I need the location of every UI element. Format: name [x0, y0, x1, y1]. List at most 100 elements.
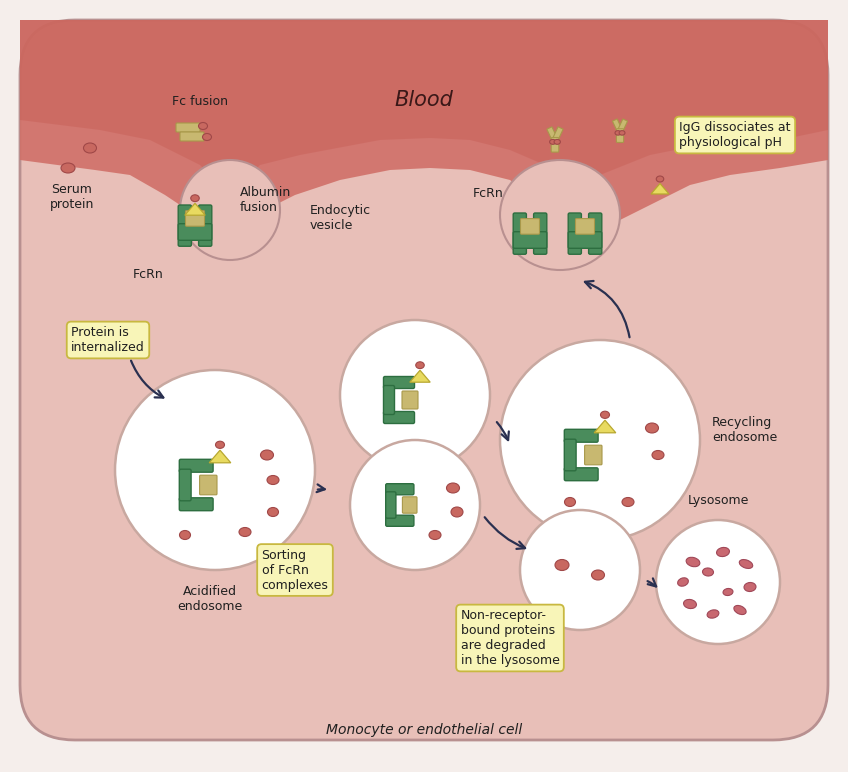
FancyBboxPatch shape: [180, 132, 204, 141]
FancyBboxPatch shape: [513, 213, 527, 254]
FancyBboxPatch shape: [198, 205, 212, 246]
FancyBboxPatch shape: [568, 232, 602, 249]
Ellipse shape: [555, 560, 569, 571]
FancyBboxPatch shape: [513, 232, 547, 249]
Polygon shape: [410, 371, 430, 382]
FancyBboxPatch shape: [383, 377, 415, 388]
Ellipse shape: [267, 476, 279, 485]
Circle shape: [520, 510, 640, 630]
Ellipse shape: [550, 140, 556, 144]
Ellipse shape: [565, 497, 576, 506]
Ellipse shape: [198, 123, 208, 130]
FancyBboxPatch shape: [186, 211, 204, 226]
Ellipse shape: [260, 450, 274, 460]
Ellipse shape: [180, 530, 191, 540]
FancyBboxPatch shape: [386, 492, 396, 518]
Ellipse shape: [619, 130, 625, 135]
FancyBboxPatch shape: [199, 476, 217, 495]
Ellipse shape: [592, 570, 605, 580]
FancyBboxPatch shape: [176, 123, 200, 132]
FancyBboxPatch shape: [178, 205, 192, 246]
Ellipse shape: [707, 610, 719, 618]
FancyBboxPatch shape: [576, 218, 594, 234]
FancyBboxPatch shape: [584, 445, 602, 465]
Ellipse shape: [739, 560, 753, 568]
Ellipse shape: [554, 140, 561, 144]
FancyBboxPatch shape: [386, 515, 414, 527]
FancyBboxPatch shape: [533, 213, 547, 254]
Text: Fc fusion: Fc fusion: [172, 95, 228, 108]
Polygon shape: [185, 203, 205, 215]
Text: Protein is
internalized: Protein is internalized: [71, 326, 145, 354]
Ellipse shape: [447, 483, 460, 493]
Text: Albumin
fusion: Albumin fusion: [240, 186, 291, 214]
FancyBboxPatch shape: [589, 213, 602, 254]
Ellipse shape: [717, 547, 729, 557]
Text: Lysosome: Lysosome: [688, 494, 749, 507]
Polygon shape: [209, 450, 231, 462]
FancyBboxPatch shape: [20, 20, 828, 740]
Text: FcRn: FcRn: [472, 187, 504, 200]
Polygon shape: [651, 184, 669, 194]
Circle shape: [115, 370, 315, 570]
FancyBboxPatch shape: [386, 484, 414, 495]
Ellipse shape: [239, 527, 251, 537]
Ellipse shape: [678, 577, 689, 586]
Ellipse shape: [61, 163, 75, 173]
FancyBboxPatch shape: [383, 411, 415, 424]
Ellipse shape: [600, 411, 610, 418]
Ellipse shape: [203, 134, 211, 141]
Polygon shape: [20, 20, 828, 245]
Ellipse shape: [734, 605, 746, 615]
FancyBboxPatch shape: [616, 129, 623, 143]
Ellipse shape: [656, 176, 664, 182]
FancyBboxPatch shape: [179, 498, 213, 511]
FancyBboxPatch shape: [551, 137, 559, 152]
Polygon shape: [552, 127, 563, 142]
FancyBboxPatch shape: [564, 429, 598, 442]
FancyBboxPatch shape: [564, 468, 598, 481]
Text: IgG dissociates at
physiological pH: IgG dissociates at physiological pH: [679, 121, 790, 149]
Text: Monocyte or endothelial cell: Monocyte or endothelial cell: [326, 723, 522, 737]
Ellipse shape: [500, 160, 620, 270]
Polygon shape: [547, 127, 558, 142]
FancyBboxPatch shape: [402, 391, 418, 409]
Ellipse shape: [267, 507, 278, 516]
FancyBboxPatch shape: [568, 213, 582, 254]
Text: Blood: Blood: [394, 90, 454, 110]
Ellipse shape: [180, 160, 280, 260]
Ellipse shape: [429, 530, 441, 540]
Ellipse shape: [702, 568, 713, 576]
Ellipse shape: [683, 599, 696, 608]
FancyBboxPatch shape: [521, 218, 539, 234]
Ellipse shape: [686, 557, 700, 567]
FancyBboxPatch shape: [179, 459, 213, 472]
Circle shape: [656, 520, 780, 644]
FancyBboxPatch shape: [383, 385, 394, 415]
Text: Endocytic
vesicle: Endocytic vesicle: [310, 204, 371, 232]
Circle shape: [340, 320, 490, 470]
Ellipse shape: [83, 143, 97, 153]
Circle shape: [500, 340, 700, 540]
Polygon shape: [594, 420, 616, 433]
Ellipse shape: [744, 583, 756, 591]
Text: FcRn: FcRn: [132, 268, 164, 281]
Ellipse shape: [652, 451, 664, 459]
Ellipse shape: [723, 588, 733, 595]
Polygon shape: [612, 119, 622, 133]
Ellipse shape: [416, 362, 424, 368]
Text: Sorting
of FcRn
complexes: Sorting of FcRn complexes: [261, 548, 328, 591]
Ellipse shape: [645, 423, 659, 433]
Polygon shape: [617, 119, 628, 133]
FancyBboxPatch shape: [564, 439, 576, 471]
Text: Serum
protein: Serum protein: [50, 183, 94, 211]
FancyBboxPatch shape: [403, 497, 417, 513]
Ellipse shape: [622, 497, 634, 506]
Ellipse shape: [615, 130, 621, 135]
Circle shape: [350, 440, 480, 570]
Ellipse shape: [215, 442, 225, 449]
Text: Non-receptor-
bound proteins
are degraded
in the lysosome: Non-receptor- bound proteins are degrade…: [460, 609, 560, 667]
Ellipse shape: [191, 195, 199, 201]
Text: Recycling
endosome: Recycling endosome: [712, 416, 778, 444]
Text: Acidified
endosome: Acidified endosome: [177, 585, 243, 613]
